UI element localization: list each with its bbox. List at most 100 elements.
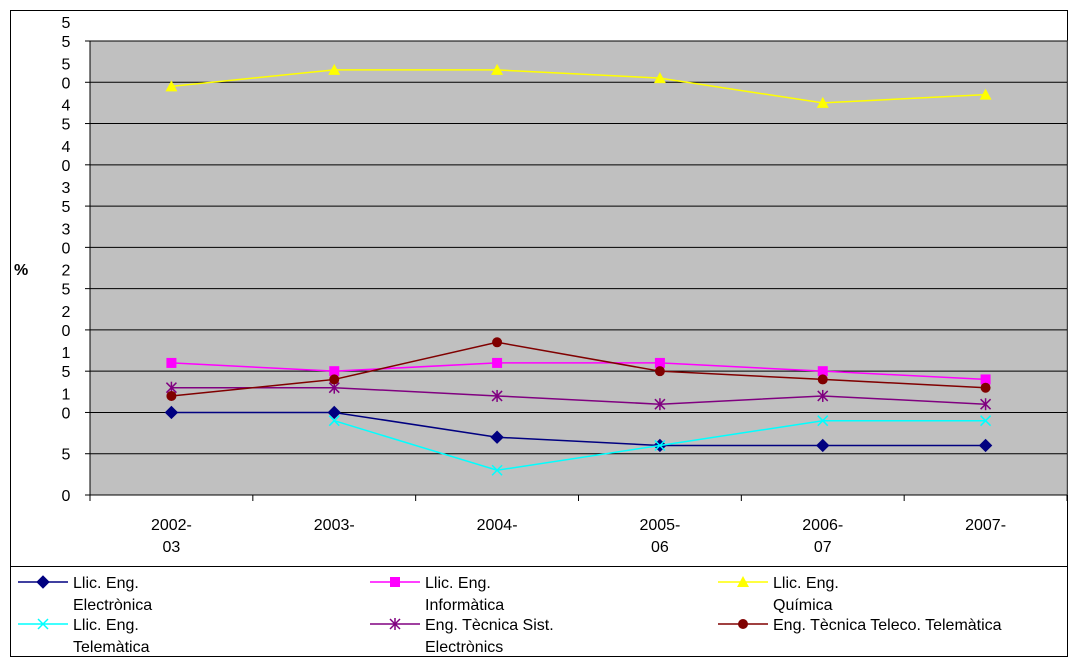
y-axis-label: % (14, 262, 28, 279)
series-line-eng-t-cnica-sist-electr-nics (171, 386, 986, 405)
y-tick-label-line: 2 (62, 304, 71, 321)
y-tick-label-line: 0 (62, 488, 71, 505)
point-llic-eng-inform-tica-1 (329, 366, 340, 377)
point-llic-eng-inform-tica-3 (654, 357, 665, 368)
x-tick-label-2006-07: 2006- 07 (802, 517, 843, 556)
point-eng-t-cnica-sist-electr-nics-5 (980, 398, 992, 411)
point-llic-eng-electr-nica-0 (164, 405, 179, 420)
point-llic-eng-telem-tica-2 (491, 464, 503, 476)
point-llic-eng-telem-tica-4-stroke-b (817, 415, 829, 427)
point-llic-eng-qu-mica-0 (165, 80, 178, 92)
series-line-llic-eng-qu-mica (171, 69, 986, 104)
point-eng-t-cnica-teleco-telem-tica-2 (492, 337, 503, 348)
y-tick-label-line: 4 (62, 98, 71, 115)
x-tick-label-line: 2006- (802, 517, 843, 534)
point-llic-eng-inform-tica-0 (166, 357, 177, 368)
point-eng-t-cnica-sist-electr-nics-2 (491, 389, 503, 402)
y-tick-label-0: 0 (62, 488, 71, 505)
series-lines (164, 63, 993, 476)
point-llic-eng-qu-mica-1 (328, 63, 341, 75)
series-line-llic-eng-inform-tica (171, 362, 986, 381)
point-llic-eng-telem-tica-1-stroke-b (328, 415, 340, 427)
x-tick-label-2002-03: 2002- 03 (151, 517, 192, 556)
legend-label-eng-t-cnica-teleco-telem-tica: Eng. Tècnica Teleco. Telemàtica (773, 617, 1002, 634)
legend: Llic. Eng. Electrònica Llic. Eng. Informàti… (18, 575, 1002, 656)
y-tick-label-line: 1 (62, 345, 71, 362)
y-tick-label-line: 5 (62, 56, 71, 73)
legend-marker-llic-eng-electr-nica (36, 575, 50, 589)
x-tick-label-2004: 2004- (477, 517, 518, 534)
point-llic-eng-telem-tica-3 (654, 439, 666, 452)
x-tick-label-line: 06 (651, 539, 669, 556)
y-tick-label-5: 5 (62, 447, 71, 464)
legend-item-llic-eng-electr-nica: Llic. Eng. Electrònica (18, 575, 152, 614)
legend-item-llic-eng-qu-mica: Llic. Eng. Química (718, 575, 839, 614)
legend-label-line: Llic. Eng. (425, 575, 491, 592)
x-tick-label-line: 2005- (639, 517, 680, 534)
y-tick-label-line: 0 (62, 158, 71, 175)
point-llic-eng-inform-tica-5 (980, 374, 991, 385)
y-tick-label-line: 3 (62, 221, 71, 238)
legend-marker-llic-eng-inform-tica (390, 577, 400, 587)
legend-label-line: Electrònica (73, 597, 152, 614)
legend-item-llic-eng-telem-tica: Llic. Eng. Telemàtica (18, 617, 150, 656)
legend-label-llic-eng-qu-mica: Llic. Eng. Química (773, 575, 839, 614)
y-tick-label-line: 4 (62, 139, 71, 156)
y-tick-label-line: 2 (62, 263, 71, 280)
legend-marker-llic-eng-telem-tica (37, 618, 49, 630)
point-llic-eng-qu-mica-2 (491, 63, 504, 75)
y-tick-label-line: 5 (62, 199, 71, 216)
point-eng-t-cnica-teleco-telem-tica-1 (329, 374, 340, 385)
point-llic-eng-telem-tica-1 (328, 415, 340, 427)
point-llic-eng-electr-nica-4 (816, 438, 830, 453)
point-llic-eng-telem-tica-5 (980, 415, 992, 427)
point-llic-eng-qu-mica-4 (816, 96, 829, 108)
y-tick-label-line: 0 (62, 75, 71, 92)
point-eng-t-cnica-teleco-telem-tica-3 (654, 366, 665, 377)
x-tick-label-line: 03 (163, 539, 181, 556)
x-tick-label-line: 2003- (314, 517, 355, 534)
point-llic-eng-electr-nica-5 (978, 438, 993, 453)
legend-item-eng-t-cnica-sist-electr-nics: Eng. Tècnica Sist. Electrònics (370, 617, 554, 656)
point-llic-eng-inform-tica-2 (492, 357, 503, 368)
legend-marker-eng-t-cnica-sist-electr-nics (389, 618, 401, 630)
legend-label-line: Electrònics (425, 639, 503, 656)
series-line-llic-eng-electr-nica (171, 411, 986, 447)
legend-box (10, 566, 1068, 657)
point-eng-t-cnica-sist-electr-nics-3 (654, 398, 666, 411)
legend-label-line: Eng. Tècnica Teleco. Telemàtica (773, 617, 1002, 634)
point-llic-eng-qu-mica-3 (653, 72, 666, 84)
legend-marker-llic-eng-telem-tica-stroke-b (37, 618, 49, 630)
legend-label-line: Telemàtica (73, 639, 150, 656)
legend-label-line: Llic. Eng. (73, 617, 139, 634)
legend-label-eng-t-cnica-sist-electr-nics: Eng. Tècnica Sist. Electrònics (425, 617, 554, 656)
legend-label-line: Eng. Tècnica Sist. (425, 617, 554, 634)
point-llic-eng-inform-tica-4 (817, 366, 828, 377)
point-llic-eng-telem-tica-3-stroke-b (654, 439, 666, 452)
legend-marker-eng-t-cnica-teleco-telem-tica (738, 619, 748, 629)
y-tick-label-line: 5 (62, 364, 71, 381)
y-tick-label-line: 1 (62, 386, 71, 403)
point-llic-eng-telem-tica-4 (817, 415, 829, 427)
x-tick-label-line: 2007- (965, 517, 1006, 534)
legend-marker-llic-eng-qu-mica (737, 576, 749, 587)
x-tick-label-2007: 2007- (965, 517, 1006, 534)
legend-label-llic-eng-inform-tica: Llic. Eng. Informàtica (425, 575, 504, 614)
plot-area (89, 40, 1068, 496)
point-llic-eng-electr-nica-2 (490, 430, 504, 444)
x-tick-label-line: 07 (814, 539, 832, 556)
y-tick-label-line: 0 (62, 323, 71, 340)
y-tick-label-line: 5 (62, 447, 71, 464)
point-llic-eng-qu-mica-5 (979, 88, 992, 100)
y-tick-label-line: 5 (62, 117, 71, 134)
series-line-eng-t-cnica-teleco-telem-tica (171, 341, 986, 397)
point-llic-eng-telem-tica-5-stroke-b (980, 415, 992, 427)
legend-label-line: Informàtica (425, 597, 504, 614)
